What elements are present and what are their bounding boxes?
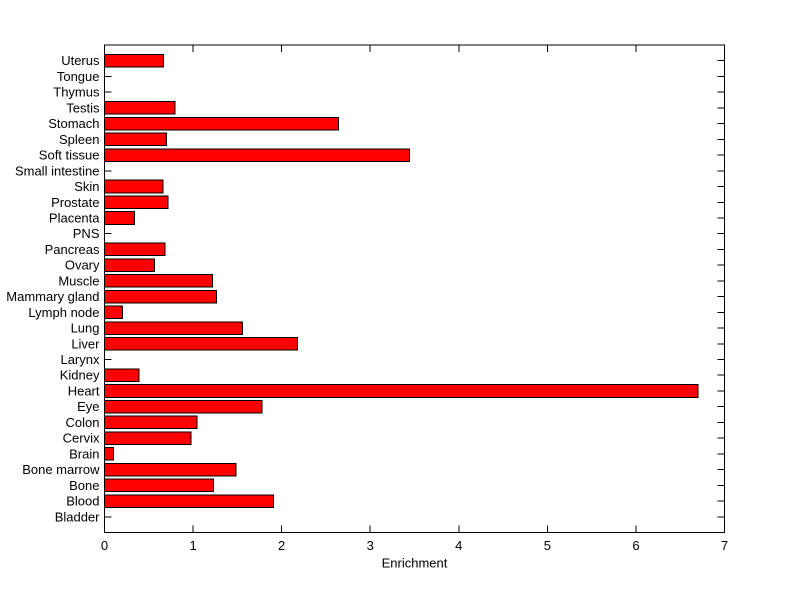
svg-text:5: 5: [544, 538, 551, 553]
svg-text:Kidney: Kidney: [60, 368, 100, 383]
svg-text:Lymph node: Lymph node: [28, 305, 99, 320]
svg-text:Tongue: Tongue: [57, 69, 100, 84]
svg-text:Thymus: Thymus: [53, 85, 100, 100]
svg-text:Muscle: Muscle: [58, 273, 99, 288]
svg-text:Soft tissue: Soft tissue: [39, 148, 100, 163]
svg-text:Enrichment: Enrichment: [382, 556, 448, 571]
svg-text:0: 0: [101, 538, 108, 553]
svg-text:4: 4: [455, 538, 462, 553]
svg-text:Ovary: Ovary: [65, 258, 100, 273]
svg-text:Colon: Colon: [66, 415, 100, 430]
svg-text:Uterus: Uterus: [61, 53, 100, 68]
svg-text:7: 7: [721, 538, 728, 553]
svg-text:Spleen: Spleen: [59, 132, 99, 147]
svg-text:Liver: Liver: [71, 336, 100, 351]
svg-text:Bladder: Bladder: [55, 509, 100, 524]
svg-text:Stomach: Stomach: [48, 116, 99, 131]
svg-text:Placenta: Placenta: [49, 210, 100, 225]
svg-text:6: 6: [632, 538, 639, 553]
svg-text:3: 3: [367, 538, 374, 553]
svg-text:Cervix: Cervix: [63, 431, 100, 446]
svg-text:Testis: Testis: [66, 100, 100, 115]
svg-text:Mammary gland: Mammary gland: [6, 289, 99, 304]
svg-text:Bone: Bone: [69, 478, 99, 493]
svg-text:PNS: PNS: [73, 226, 100, 241]
svg-text:Eye: Eye: [77, 399, 99, 414]
svg-text:1: 1: [189, 538, 196, 553]
svg-text:Larynx: Larynx: [60, 352, 100, 367]
svg-text:Prostate: Prostate: [51, 195, 99, 210]
svg-text:Pancreas: Pancreas: [45, 242, 100, 257]
svg-text:Skin: Skin: [74, 179, 99, 194]
svg-text:Lung: Lung: [71, 321, 100, 336]
svg-text:2: 2: [278, 538, 285, 553]
svg-text:Small intestine: Small intestine: [15, 163, 100, 178]
svg-text:Bone marrow: Bone marrow: [22, 462, 100, 477]
svg-text:Blood: Blood: [66, 494, 99, 509]
svg-text:Brain: Brain: [69, 446, 99, 461]
svg-text:Heart: Heart: [68, 383, 100, 398]
